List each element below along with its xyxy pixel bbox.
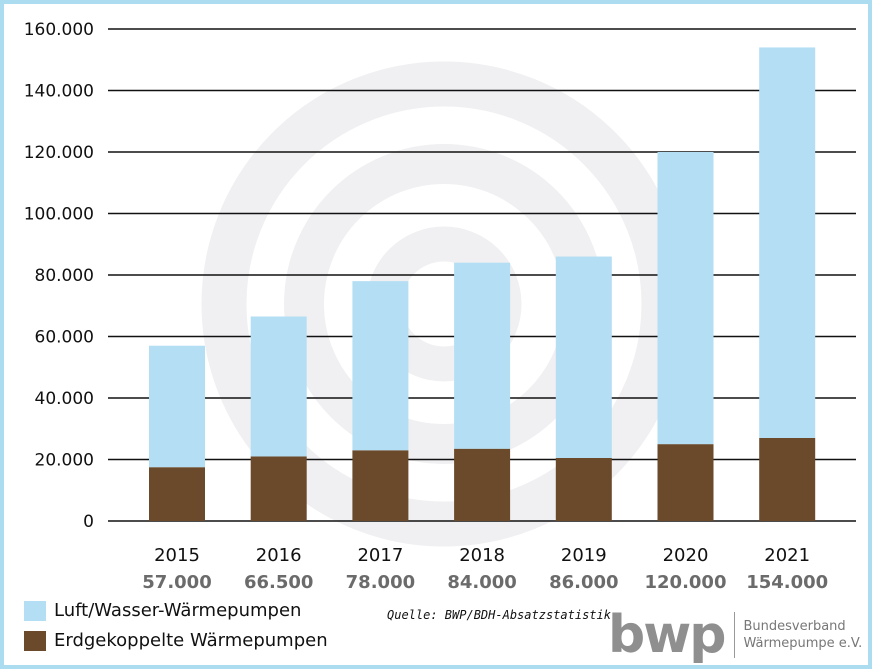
bar-segment [454,262,511,449]
bar-segment [555,457,612,521]
y-tick-label: 140.000 [24,82,94,102]
bar-segment [657,152,714,445]
y-tick-label: 0 [83,512,94,532]
x-tick-label: 2015 [154,545,200,566]
y-tick-label: 100.000 [24,205,94,225]
bar-segment [352,281,409,451]
total-label: 78.000 [346,572,415,593]
bar-segment [149,345,205,468]
bar-segment [759,437,816,521]
x-tick-label: 2018 [459,545,505,566]
y-tick-label: 20.000 [35,451,94,471]
logo-line1: Bundesverband [743,619,846,634]
total-label: 86.000 [549,572,618,593]
bar-segment [555,256,612,458]
total-label: 66.500 [244,572,313,593]
bar-segment [759,47,816,438]
bar-segment [657,444,714,521]
y-tick-label: 40.000 [35,389,94,409]
bar-segment [149,467,205,521]
y-tick-label: 160.000 [24,20,94,40]
total-label: 120.000 [645,572,727,593]
total-label: 154.000 [746,572,828,593]
logo-mark: bwp [608,605,726,665]
bar-chart: 0 20.000 40.000 60.000 80.000 100.000 120.000 1… [24,20,856,593]
x-tick-label: 2019 [561,545,607,566]
total-label: 84.000 [447,572,516,593]
bar-segment [250,456,307,521]
legend-item-erdgekoppelt: Erdgekoppelte Wärmepumpen [24,630,328,651]
legend-item-luft-wasser: Luft/Wasser-Wärmepumpen [24,600,301,621]
y-tick-label: 120.000 [24,143,94,163]
x-tick-label: 2020 [663,545,709,566]
logo-line2: Wärmepumpe e.V. [743,636,863,651]
x-tick-label: 2021 [764,545,810,566]
bar-segment [352,450,409,521]
bar-segment [454,448,511,521]
legend-swatch [24,600,46,621]
y-tick-label: 60.000 [35,328,94,348]
x-tick-label: 2016 [256,545,302,566]
legend-label: Erdgekoppelte Wärmepumpen [54,630,328,651]
x-tick-label: 2017 [357,545,403,566]
bwp-logo: bwp Bundesverband Wärmepumpe e.V. [608,605,863,665]
source-note: Quelle: BWP/BDH-Absatzstatistik [387,608,611,622]
total-label: 57.000 [142,572,211,593]
legend-label: Luft/Wasser-Wärmepumpen [54,600,302,621]
legend-swatch [24,630,46,651]
y-tick-label: 80.000 [35,266,94,286]
logo-divider [734,612,736,658]
bar-segment [250,316,307,457]
